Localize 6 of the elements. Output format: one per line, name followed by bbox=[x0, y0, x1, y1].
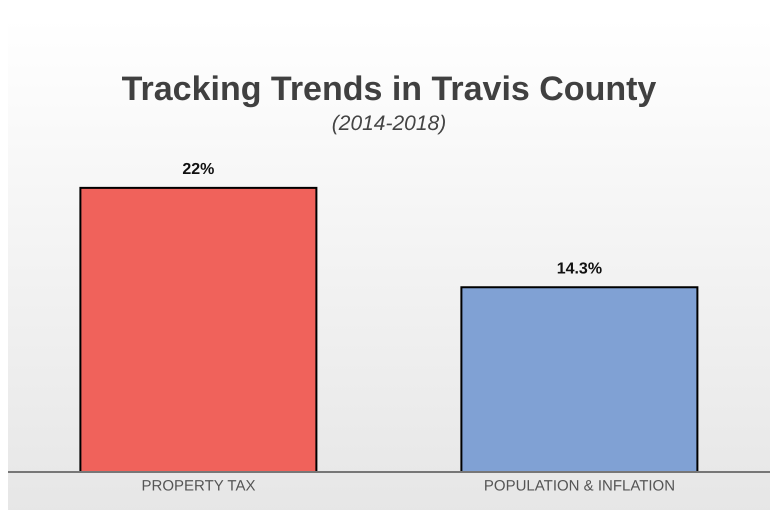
chart-title: Tracking Trends in Travis County bbox=[120, 70, 658, 109]
x-tick-label: PROPERTY TAX bbox=[142, 478, 256, 495]
chart-subtitle: (2014-2018) bbox=[330, 112, 448, 136]
x-tick-label: POPULATION & INFLATION bbox=[484, 478, 676, 495]
data-label: 22% bbox=[182, 160, 214, 178]
data-label: 14.3% bbox=[556, 260, 602, 278]
